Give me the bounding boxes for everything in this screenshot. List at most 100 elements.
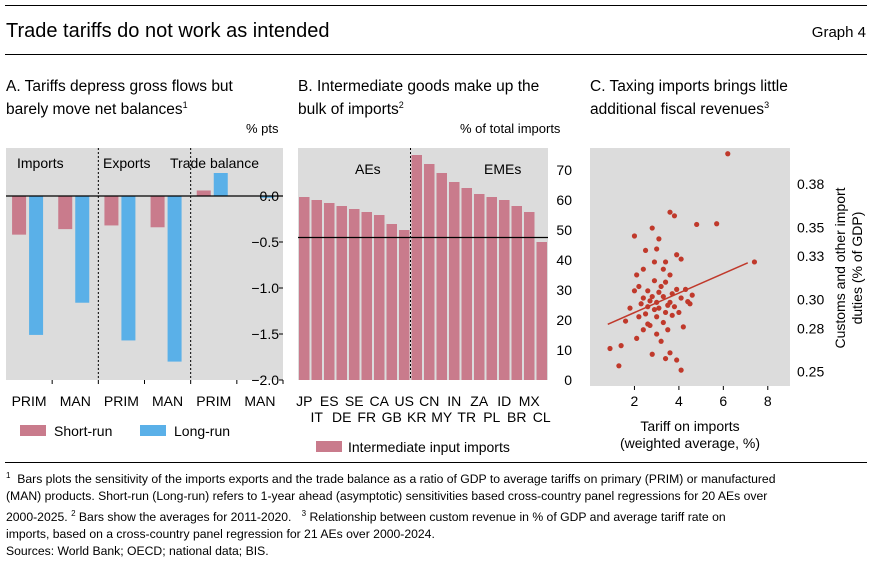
panel-c-title: C. Taxing imports brings little addition… [590,78,788,119]
panel-c-point [649,351,655,357]
panel-c-point [634,335,640,341]
panel-b-x-label: BR [507,409,526,425]
panel-b-x-label: MX [519,393,541,409]
panel-b-unit: % of total imports [460,121,561,136]
panel-c-trend-line [607,262,749,325]
panel-b-x-label: IN [447,393,461,409]
panel-b-bar [399,230,410,380]
panel-c-point [676,309,682,316]
panel-b-bar [486,197,497,380]
panel-b-x-label: PL [483,409,500,425]
panel-c-point [645,321,651,327]
panel-b-x-label: CN [419,393,439,409]
panel-a-legend-label: Short-run [54,423,112,439]
panel-b-y-label: 40 [556,252,572,268]
panel-a-bar [196,190,211,196]
panel-b-bar [411,155,422,380]
panel-a-bar [150,196,165,228]
panel-c-point [660,293,666,300]
panel-b-x-label: TR [457,409,476,425]
panel-c-point [662,259,669,265]
panel-a-bar [29,196,44,335]
panel-a-legend-swatch [20,425,46,436]
panel-c-footnote-ref: 3 [764,100,770,110]
panel-a-y-label: −2.0 [251,372,279,388]
panel-c-point [665,302,671,308]
footnote-line3a: 2000-2025. [6,510,68,525]
panel-c-point [647,298,653,304]
panel-c-x-label: 8 [764,393,772,409]
panel-c-y-label: 0.38 [797,176,824,192]
panel-c-point [687,301,693,307]
panel-c-point [662,309,669,316]
panel-b-x-label: US [395,393,414,409]
panel-c-point [725,151,731,157]
panel-b-title-line1: B. Intermediate goods make up the [298,78,540,95]
panel-b-y-label: 60 [556,192,572,208]
panel-c-point [660,266,666,272]
panel-c-point [642,247,649,254]
panel-c-point [616,363,622,369]
panel-c-x-label: 6 [719,393,727,409]
panel-c-point [607,345,613,352]
panel-c-point [671,304,678,310]
panel-a-bar [12,196,27,235]
footnote-3: Relationship between custom revenue in %… [309,510,726,525]
panel-a-legend-label: Long-run [174,423,230,439]
panel-c-title-line2: additional fiscal revenues [590,101,765,119]
panel-b-y-label: 0 [564,372,572,388]
panel-b-x-label: IT [311,409,324,425]
panel-b-bar [374,215,385,380]
panel-c-point [636,314,642,320]
panel-c-point [751,259,758,265]
panel-b-y-label: 30 [556,282,572,298]
panel-a-x-label: MAN [152,393,183,409]
panel-b-bar [461,188,472,380]
panel-c-point [678,367,684,373]
panel-a-bar [104,196,119,226]
panel-a-bar [58,196,73,230]
panel-b-x-label: ID [497,393,511,409]
panel-b-title: B. Intermediate goods make up the bulk o… [298,78,539,119]
panel-a-x-label: PRIM [196,393,231,409]
panel-b-legend-swatch [316,441,342,452]
panel-b-x-label: ES [320,393,339,409]
panel-c-point [669,312,675,318]
panel-c-point [656,236,662,242]
panel-b-plot-area [298,148,548,380]
top-rule [5,5,867,6]
panel-c-point [654,314,660,320]
panel-c-point [665,327,671,333]
panel-c-point [658,338,664,344]
panel-c-y-axis-title: Customs and other import [832,187,848,348]
panel-b-x-label: FR [357,409,376,425]
panel-a-x-label: PRIM [104,393,139,409]
panel-b-bar [449,182,460,380]
panel-a-legend-swatch [140,425,166,436]
panel-c-point [671,213,678,219]
panel-b-bar [311,200,322,380]
panel-a-x-label: PRIM [12,393,47,409]
panel-c-y-label: 0.33 [797,248,824,264]
panel-a-title: A. Tariffs depress gross flows but barel… [6,78,233,119]
panel-b-footnote-ref: 2 [398,100,404,110]
panel-b-bar [511,206,522,380]
panel-c-point [662,355,669,362]
panel-a-y-label: −1.0 [251,280,279,296]
panel-c-y-axis-subtitle: duties (% of GDP) [849,212,865,325]
panel-c-point [678,256,684,262]
panel-c-point [674,286,680,292]
panel-c-point [649,225,655,231]
graph-number: Graph 4 [811,24,866,41]
panel-c-point [654,331,660,337]
panel-a-bar [75,196,90,303]
panel-b-x-label: ZA [470,393,489,409]
panel-b-x-label: MY [431,409,453,425]
panel-c-point [678,295,684,301]
panel-c-point [636,283,642,290]
panel-b-bar [349,209,360,380]
panel-b-bar [524,212,535,380]
panel-c-point [618,343,624,349]
panel-c-point [638,301,644,307]
